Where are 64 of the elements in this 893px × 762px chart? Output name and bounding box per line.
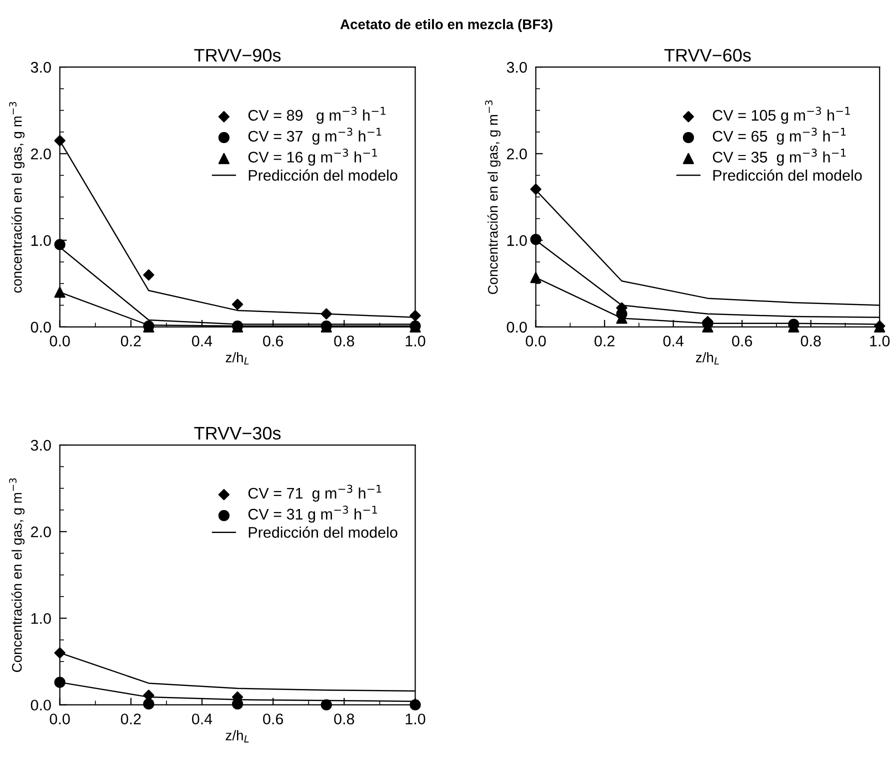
point [320,308,332,320]
legend-label: CV = 31 g m$^{−3}$ h$^{−1}$ [248,506,377,523]
y-axis-title: Concentración en el gas, g m$^{−3}$ [9,478,25,672]
chart-title: TRVV−60s [664,48,751,62]
y-tick-label: 2.0 [31,148,51,160]
x-tick-label: 0.6 [263,714,284,724]
point [530,184,542,195]
y-tick-label: 1.0 [507,235,527,246]
y-tick-label: 2.0 [31,526,51,538]
text: Acetato de etilo en mezcla (BF3) [340,19,552,32]
x-tick-label: 1.0 [406,336,426,346]
x-tick-label: 1.0 [870,336,890,346]
y-tick-label: 3.0 [30,440,51,451]
y-axis-title: concentración en el gas, g m$^{−3}$ [9,102,25,293]
legend-label: Predicción del modelo [713,169,862,181]
legend-label: CV = 105 g m$^{−3}$ h$^{−1}$ [712,106,850,124]
point [232,298,244,310]
x-tick-label: 0.6 [263,336,284,346]
legend-label: Predicción del modelo [248,526,398,538]
point [143,698,154,710]
legend-label: CV = 37 g m$^{−3}$ h$^{−1}$ [248,128,382,145]
point [54,647,66,658]
x-tick-label: 0.4 [192,336,212,346]
y-tick-label: 0.0 [30,700,51,711]
point [54,286,66,298]
y-tick-label: 1.0 [31,235,51,246]
y-tick-label: 3.0 [506,62,527,73]
point [410,310,421,322]
x-tick-label: 0.4 [663,336,684,346]
point [530,272,542,284]
chart-title: TRVV−90s [194,48,281,62]
y-tick-label: 3.0 [30,62,51,73]
x-tick-label: 0.0 [50,336,70,346]
x-tick-label: 0.6 [732,336,752,346]
y-tick-label: 0.0 [506,322,527,333]
legend-label: CV = 89 g m$^{−3}$ h$^{−1}$ [248,106,386,124]
y-tick-label: 1.0 [31,613,51,624]
x-tick-label: 0.2 [594,336,614,346]
x-tick-label: 0.8 [334,336,354,346]
point [54,135,66,146]
legend-label: CV = 16 g m$^{−3}$ h$^{−1}$ [248,148,377,166]
x-axis-title: z/h$_{L}$ [226,352,249,365]
x-tick-label: 0.8 [800,336,821,346]
point [143,269,154,281]
x-tick-label: 0.4 [192,714,212,724]
legend-label: CV = 65 g m$^{−3}$ h$^{−1}$ [712,128,846,145]
x-tick-label: 0.0 [526,336,546,346]
x-tick-label: 0.2 [120,336,141,346]
x-axis-title: z/h$_{L}$ [696,352,719,365]
point [54,239,66,250]
legend-label: Predicción del modelo [248,169,398,181]
x-tick-label: 0.0 [50,714,70,724]
y-tick-label: 2.0 [507,148,527,160]
point [320,699,332,710]
legend-label: CV = 35 g m$^{−3}$ h$^{−1}$ [712,148,846,166]
y-tick-label: 0.0 [30,322,51,333]
x-axis-title: z/h$_{L}$ [226,730,249,742]
y-axis-title: Concentración en el gas, g m$^{−3}$ [485,100,501,294]
legend-label: CV = 71 g m$^{−3}$ h$^{−1}$ [248,484,382,502]
x-tick-label: 1.0 [406,714,426,724]
x-tick-label: 0.8 [334,714,354,724]
x-tick-label: 0.2 [120,714,141,724]
point [54,676,66,688]
chart-title: TRVV−30s [194,426,281,440]
